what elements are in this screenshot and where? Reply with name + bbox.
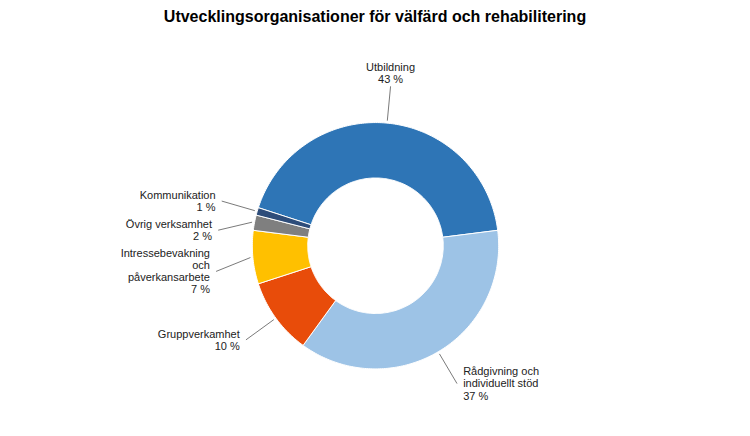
svg-text:Gruppverkamhet10 %: Gruppverkamhet10 % bbox=[158, 328, 240, 352]
svg-text:Övrig verksamhet2 %: Övrig verksamhet2 % bbox=[126, 218, 212, 242]
svg-text:Utbildning43 %: Utbildning43 % bbox=[366, 61, 415, 85]
svg-text:Intressebevakningochpåverkansa: Intressebevakningochpåverkansarbete7 % bbox=[121, 247, 210, 295]
svg-text:Rådgivning ochindividuellt stö: Rådgivning ochindividuellt stöd37 % bbox=[463, 365, 539, 401]
svg-text:Kommunikation1 %: Kommunikation1 % bbox=[140, 189, 216, 213]
html-text:Utvecklingsorganisationer för: Utvecklingsorganisationer för välfärd oc… bbox=[163, 8, 587, 25]
